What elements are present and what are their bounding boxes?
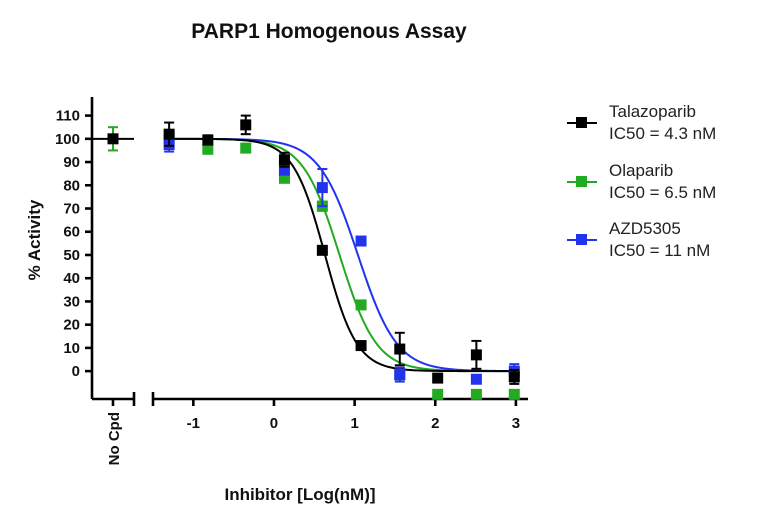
legend-ic50-azd5305: IC50 = 11 nM bbox=[609, 241, 710, 260]
fit-curves bbox=[169, 137, 516, 373]
no-cpd-group bbox=[92, 126, 134, 152]
legend: Talazoparib IC50 = 4.3 nM Olaparib IC50 … bbox=[567, 102, 716, 260]
point-olaparib bbox=[432, 388, 444, 400]
y-tick-label: 50 bbox=[63, 247, 80, 264]
x-tick-label: 0 bbox=[270, 415, 278, 432]
chart-title: PARP1 Homogenous Assay bbox=[191, 20, 467, 43]
y-tick-label: 80 bbox=[63, 177, 80, 194]
x-tick-label: 3 bbox=[512, 415, 520, 432]
legend-item-talazoparib: Talazoparib IC50 = 4.3 nM bbox=[567, 102, 716, 143]
legend-item-olaparib: Olaparib IC50 = 6.5 nM bbox=[567, 161, 716, 202]
legend-name-olaparib: Olaparib bbox=[609, 161, 673, 180]
legend-marker-talazoparib bbox=[576, 117, 587, 128]
y-tick-label: 30 bbox=[63, 293, 80, 310]
point-azd5305 bbox=[470, 373, 482, 385]
legend-name-azd5305: AZD5305 bbox=[609, 219, 681, 238]
point-talazoparib bbox=[432, 372, 444, 384]
legend-name-talazoparib: Talazoparib bbox=[609, 102, 696, 121]
legend-ic50-talazoparib: IC50 = 4.3 nM bbox=[609, 124, 716, 143]
x-tick-label-nocpd: No Cpd bbox=[106, 412, 123, 465]
point-talazoparib bbox=[202, 134, 214, 146]
y-axis-label: % Activity bbox=[25, 199, 44, 280]
y-tick-label: 70 bbox=[63, 201, 80, 218]
y-tick-label: 10 bbox=[63, 340, 80, 357]
fit-curve-azd5305 bbox=[169, 137, 516, 373]
point-azd5305 bbox=[278, 164, 290, 176]
point-olaparib bbox=[508, 388, 520, 400]
point-olaparib bbox=[470, 388, 482, 400]
point-olaparib bbox=[240, 142, 252, 154]
y-tick-label: 20 bbox=[63, 317, 80, 334]
x-tick-label: 2 bbox=[431, 415, 439, 432]
point-talazoparib bbox=[240, 119, 252, 131]
point-azd5305 bbox=[355, 235, 367, 247]
data-points bbox=[163, 114, 520, 400]
point-talazoparib bbox=[394, 343, 406, 355]
point-azd5305 bbox=[316, 182, 328, 194]
y-tick-label: 0 bbox=[72, 363, 80, 380]
y-ticks: 0 10 20 30 40 50 60 70 80 90 100 110 bbox=[55, 108, 92, 380]
point-talazoparib bbox=[355, 340, 367, 352]
y-tick-label: 110 bbox=[56, 108, 80, 125]
point-olaparib bbox=[278, 172, 290, 184]
legend-marker-olaparib bbox=[576, 176, 587, 187]
y-tick-label: 100 bbox=[55, 131, 80, 148]
point-talazoparib bbox=[508, 371, 520, 383]
point-talazoparib bbox=[316, 244, 328, 256]
x-ticks: -1 0 1 2 3 bbox=[187, 399, 520, 432]
point-olaparib bbox=[202, 143, 214, 155]
legend-item-azd5305: AZD5305 IC50 = 11 nM bbox=[567, 219, 710, 260]
point-azd5305 bbox=[394, 369, 406, 381]
legend-marker-azd5305 bbox=[576, 234, 587, 245]
fit-curve-talazoparib bbox=[169, 137, 516, 373]
point-olaparib bbox=[355, 299, 367, 311]
y-tick-label: 90 bbox=[63, 154, 80, 171]
x-tick-label: -1 bbox=[187, 415, 200, 432]
legend-ic50-olaparib: IC50 = 6.5 nM bbox=[609, 183, 716, 202]
axes bbox=[90, 97, 528, 406]
point-talazoparib bbox=[163, 128, 175, 140]
fit-curve-olaparib bbox=[169, 137, 516, 373]
no-cpd-point bbox=[107, 133, 119, 145]
y-tick-label: 40 bbox=[63, 270, 80, 287]
x-tick-label: 1 bbox=[350, 415, 358, 432]
x-axis-label: Inhibitor [Log(nM)] bbox=[224, 485, 375, 504]
point-talazoparib bbox=[278, 154, 290, 166]
y-tick-label: 60 bbox=[63, 224, 80, 241]
point-talazoparib bbox=[470, 349, 482, 361]
